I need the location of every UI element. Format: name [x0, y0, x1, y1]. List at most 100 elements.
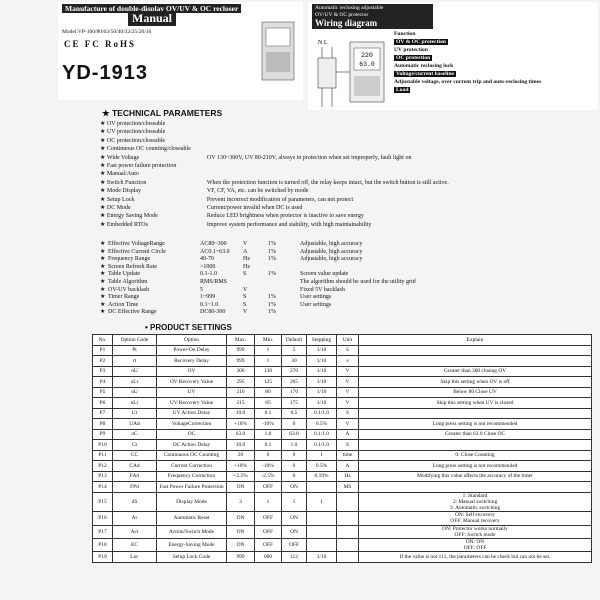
- star: ★: [100, 146, 107, 153]
- spec-name: Effective VoltageRange: [108, 241, 165, 247]
- spec-name: Timer Range: [108, 294, 140, 301]
- table-cell: OFF: [281, 537, 307, 553]
- table-cell: ON: [226, 537, 255, 553]
- spec-row: ★ OV-UV backlash 5 V Fixed 5V backlash: [100, 287, 590, 295]
- table-cell: 1/10: [306, 551, 337, 563]
- table-cell: OFF: [254, 524, 282, 539]
- table-cell: ON: Protector works normally OFF: Switch…: [358, 524, 592, 539]
- table-cell: 265: [281, 376, 307, 388]
- table-cell: P5: [92, 386, 113, 398]
- column-header: Explain: [358, 334, 592, 346]
- table-cell: 10.0: [226, 407, 255, 419]
- spec-value: RMS/RMS: [200, 278, 228, 285]
- table-row: P3 oU OV 300 130 270 1/10 V Greater than 300 clo…: [92, 365, 592, 377]
- table-cell: 1/10: [306, 376, 337, 388]
- spec-row: ★ DC Effective Range DC80-300 V 1%: [100, 309, 590, 317]
- table-cell: 1.0: [281, 439, 307, 451]
- title: Manufacture of double-display OV/UV & OC…: [62, 4, 242, 13]
- table-cell: CC: [112, 449, 157, 461]
- table-cell: 270: [281, 365, 307, 377]
- table-cell: A: [336, 428, 359, 440]
- display-current: 63.0: [359, 61, 375, 68]
- legend-item: Adjustable voltage, over current trip an…: [394, 79, 542, 85]
- table-cell: Skip this setting when UV is closed: [358, 397, 592, 409]
- feature: ★ Switch Function When the protection fun…: [100, 179, 590, 187]
- table-cell: Ut: [112, 407, 157, 419]
- table-cell: UV Recovery Value: [156, 397, 227, 409]
- table-cell: 130: [254, 365, 282, 377]
- star: ★: [100, 154, 107, 161]
- legend-item: Load: [394, 87, 411, 93]
- table-row: P5 uU UV 210 80 170 1/10 V Below 80 Close UV: [92, 386, 592, 398]
- table-cell: Greater than 300 closing OV: [358, 365, 592, 377]
- table-cell: 295: [226, 376, 255, 388]
- table-cell: Act: [112, 524, 157, 539]
- table-cell: Continuous OC Counting: [156, 449, 227, 461]
- table-cell: 0: [254, 449, 282, 461]
- table-cell: CAd: [112, 460, 157, 472]
- feature-label: Fast power failure protection: [106, 163, 177, 170]
- feature-detail: VF, CF, VA, etc. can be switched by mode: [206, 188, 309, 195]
- spec-unit: Hz: [243, 263, 250, 270]
- feature-label: Setup Lock: [106, 196, 135, 203]
- table-row: P17 Act Action/Switch Mode ON OFF ON ON: Prote…: [92, 524, 592, 539]
- section-title-text: PRODUCT SETTINGS: [150, 323, 232, 332]
- legend-row: OV & OC protection: [394, 38, 594, 46]
- table-cell: UV Action Delay: [156, 407, 227, 419]
- table-cell: rt: [112, 355, 157, 367]
- feature-label: UV protection/closeable: [106, 129, 166, 136]
- feature-detail: OV 130~300V, UV 80-210V, always in prote…: [206, 154, 412, 161]
- star: ★: [100, 171, 107, 178]
- table-row: P18 EC Energy-Saving Mode ON OFF OFF ON: ON OF…: [92, 537, 592, 553]
- table-cell: Recovery Delay: [156, 355, 227, 367]
- feature-label: Manual/Auto: [106, 171, 139, 178]
- settings-table: No. Option Code Option Max. Min. Default Stepp…: [92, 334, 592, 563]
- spec-unit: Hz: [243, 256, 250, 263]
- spec-accuracy: 1%: [268, 248, 276, 255]
- table-cell: 215: [226, 397, 255, 409]
- legend-item: UV protection: [394, 47, 428, 53]
- product-name: YD-1913: [62, 62, 148, 84]
- wiring-legend: Function OV & OC protection UV protection O…: [394, 30, 594, 94]
- table-cell: 0.5%: [306, 460, 337, 472]
- table-cell: Skip this setting when OV is off: [358, 376, 592, 388]
- table-cell: Ct: [112, 439, 157, 451]
- table-row: P12 CAd Current Correction +10% -10% 0 0.5% A Lo…: [92, 460, 592, 472]
- table-cell: P19: [92, 551, 113, 563]
- table-cell: UV: [156, 386, 227, 398]
- table-cell: -10%: [254, 418, 282, 430]
- spec-value: AC80~300: [200, 241, 227, 247]
- table-row: P19 Loc Setup Lock Code 999 000 112 1/10 If the…: [92, 551, 592, 563]
- star: ★: [100, 121, 107, 127]
- table-cell: P3: [92, 365, 113, 377]
- table-cell: [336, 511, 359, 526]
- feature: ★ OC protection/closeable: [100, 137, 590, 145]
- spec-accuracy: 1%: [268, 271, 276, 278]
- table-cell: [358, 407, 592, 419]
- model: Model:VP-100/80/63/50/40/32/25/20/16: [62, 29, 152, 35]
- table-cell: oLr: [112, 376, 157, 388]
- column-header: Default: [281, 334, 307, 346]
- table-cell: Energy-Saving Mode: [156, 537, 227, 553]
- table-cell: 0: [281, 418, 307, 430]
- wiring-title: Wiring diagram: [315, 18, 378, 28]
- table-cell: Long press setting is not recommended: [358, 460, 592, 472]
- table-cell: Fast Power Failure Protection: [156, 481, 227, 493]
- table-cell: 999: [226, 551, 255, 563]
- feature-detail: Improve system performance and stability…: [206, 221, 372, 228]
- table-row: P11 CC Continuous OC Counting 20 0 0 1 time 0: C…: [92, 449, 592, 461]
- table-cell: Ar: [112, 511, 157, 526]
- spec-note: Fixed 5V backlash: [300, 286, 345, 293]
- table-cell: OV Recovery Value: [156, 376, 227, 388]
- spec-row: ★ Effective VoltageRange AC80~300 V 1% Adjust…: [100, 241, 590, 249]
- spec-row: ★ Table Update 0.1-1.0 S 1% Screen value upda…: [100, 271, 590, 279]
- feature: ★ Fast power failure protection: [100, 162, 590, 170]
- table-cell: P8: [92, 418, 113, 430]
- table-cell: P6: [92, 397, 113, 409]
- table-cell: 1: [254, 355, 282, 367]
- spec-name: Action Time: [108, 301, 139, 308]
- table-cell: V: [336, 418, 359, 430]
- table-row: P16 Ar Automatic Reset ON OFF ON ON: Self-reco…: [92, 511, 592, 526]
- feature-detail: Current/power invalid when DC is used: [206, 205, 303, 212]
- table-cell: [336, 524, 359, 539]
